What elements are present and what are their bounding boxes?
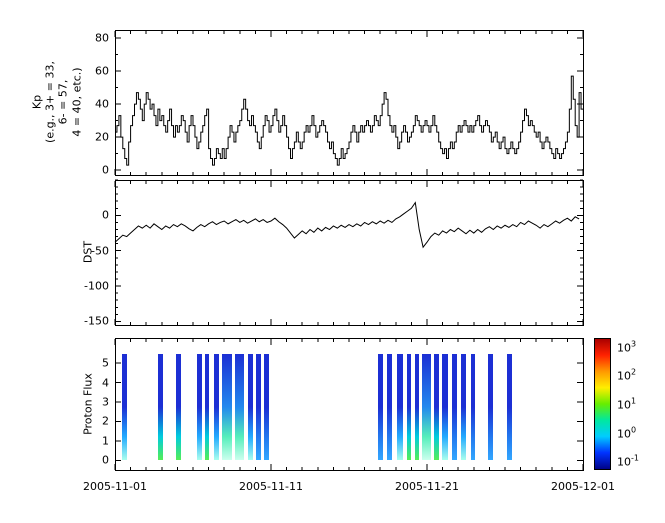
kp-frame — [114, 30, 584, 176]
dst-frame — [114, 179, 584, 326]
proton-flux-frame — [114, 338, 584, 471]
kp-series-line — [115, 75, 583, 166]
proton-flux-axis-label: Proton Flux — [81, 373, 95, 435]
dst-series-line — [114, 201, 580, 249]
dst-axis-label: DST — [81, 240, 95, 264]
colorbar-gradient — [594, 338, 611, 470]
kp-axis-label: Kp (e.g., 3+ = 33, 6- = 57, 4 = 40, etc.… — [30, 61, 84, 143]
